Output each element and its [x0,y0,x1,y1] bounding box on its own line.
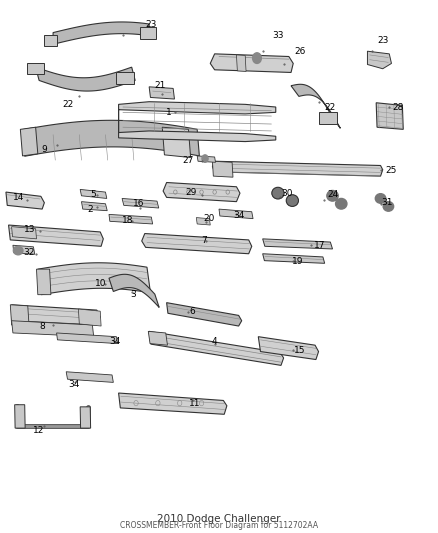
Text: 15: 15 [294,346,306,355]
Text: 25: 25 [386,166,397,175]
Polygon shape [80,407,91,428]
Polygon shape [291,84,340,128]
Text: 11: 11 [189,399,201,408]
Polygon shape [53,22,149,44]
Polygon shape [12,305,100,325]
Polygon shape [319,112,337,124]
Polygon shape [166,303,242,326]
Polygon shape [35,67,135,91]
Polygon shape [212,161,383,176]
Text: 28: 28 [392,102,404,111]
Text: 2: 2 [88,205,93,214]
Polygon shape [122,198,159,208]
Polygon shape [12,227,36,239]
Polygon shape [38,263,150,295]
Polygon shape [66,372,113,382]
Text: 34: 34 [233,212,244,221]
Text: 21: 21 [154,81,166,90]
Text: 3: 3 [130,289,136,298]
Text: 23: 23 [377,36,389,45]
Text: 32: 32 [23,248,35,257]
Text: 34: 34 [68,380,80,389]
Text: 10: 10 [95,279,107,288]
Polygon shape [14,405,25,428]
Polygon shape [80,189,107,198]
Polygon shape [142,233,252,254]
Text: 9: 9 [42,145,47,154]
Polygon shape [148,332,167,345]
Circle shape [253,53,261,63]
Polygon shape [27,63,44,74]
Text: 23: 23 [146,20,157,29]
Polygon shape [163,182,240,201]
Text: 8: 8 [39,321,45,330]
Ellipse shape [375,193,386,203]
Polygon shape [210,54,293,72]
Polygon shape [119,393,227,414]
Polygon shape [44,35,57,46]
Text: 30: 30 [281,189,293,198]
Text: 19: 19 [292,257,304,265]
Text: 6: 6 [189,307,195,316]
Text: 2010 Dodge Challenger: 2010 Dodge Challenger [157,514,281,524]
Polygon shape [119,102,276,142]
Ellipse shape [13,246,23,255]
Polygon shape [57,333,118,344]
Text: 18: 18 [122,216,133,225]
Polygon shape [263,239,332,249]
Polygon shape [109,274,159,308]
Text: 34: 34 [110,337,121,346]
Text: 17: 17 [314,241,325,250]
Polygon shape [20,127,38,156]
Ellipse shape [327,190,338,201]
Polygon shape [149,87,174,99]
Text: 27: 27 [183,156,194,165]
Polygon shape [117,72,134,84]
Circle shape [202,155,208,163]
Text: 22: 22 [63,100,74,109]
Polygon shape [197,156,215,163]
Polygon shape [81,201,107,211]
Text: 13: 13 [24,225,36,234]
Text: 20: 20 [203,214,215,223]
Text: 5: 5 [90,190,96,199]
Text: 7: 7 [201,237,207,246]
Polygon shape [149,332,284,366]
Polygon shape [141,27,155,39]
Polygon shape [9,225,103,246]
Text: CROSSMEMBER-Front Floor Diagram for 5112702AA: CROSSMEMBER-Front Floor Diagram for 5112… [120,521,318,530]
Polygon shape [376,103,403,130]
Text: 12: 12 [33,426,44,435]
Polygon shape [12,321,94,337]
Text: 14: 14 [13,193,25,202]
Polygon shape [6,192,44,209]
Text: 22: 22 [325,102,336,111]
Text: 4: 4 [212,337,217,346]
Polygon shape [36,269,51,295]
Text: 24: 24 [327,190,338,199]
Polygon shape [162,127,191,158]
Polygon shape [196,217,210,225]
Text: 29: 29 [185,188,196,197]
Polygon shape [263,254,325,263]
Ellipse shape [272,188,284,198]
Polygon shape [212,161,233,177]
Polygon shape [219,209,253,219]
Text: 31: 31 [381,198,393,207]
Ellipse shape [383,201,394,211]
Polygon shape [22,120,199,156]
Text: 16: 16 [133,199,145,208]
Ellipse shape [336,198,347,209]
Polygon shape [78,309,101,326]
Polygon shape [109,214,152,224]
Text: 26: 26 [294,47,305,55]
Text: 33: 33 [272,31,284,40]
Polygon shape [13,245,35,254]
Ellipse shape [287,195,298,206]
Text: 1: 1 [166,108,172,117]
Polygon shape [237,55,246,71]
Polygon shape [258,337,318,360]
Polygon shape [11,305,29,326]
Polygon shape [367,51,392,69]
